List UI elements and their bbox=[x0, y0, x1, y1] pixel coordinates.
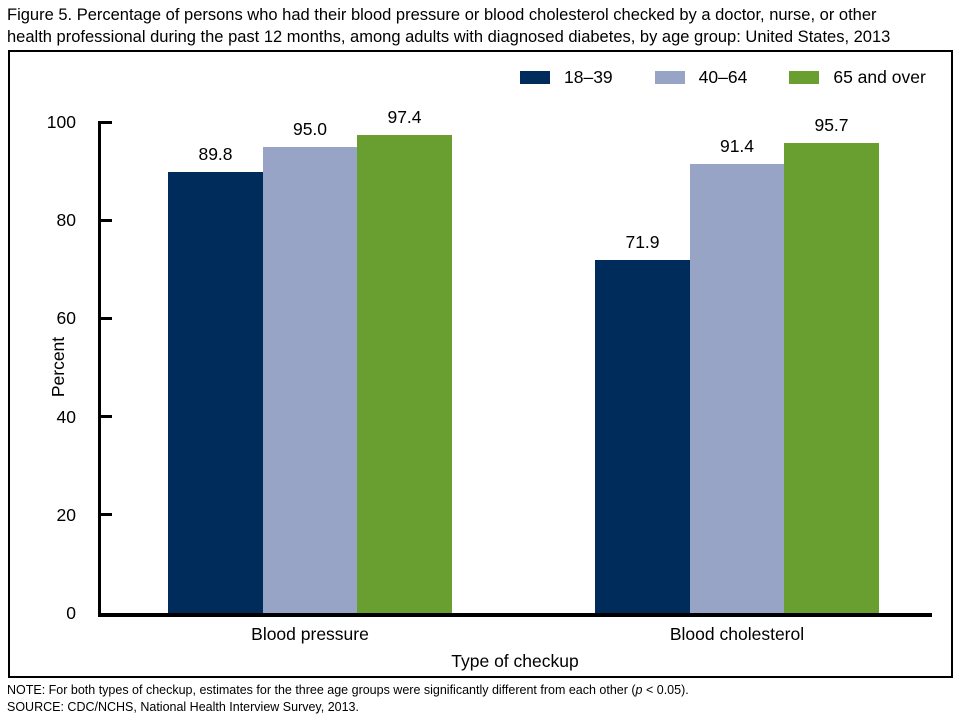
bar-value-label: 71.9 bbox=[625, 231, 660, 252]
figure-source: SOURCE: CDC/NCHS, National Health Interv… bbox=[7, 699, 359, 714]
legend-item: 18–39 bbox=[520, 66, 613, 88]
y-axis-label: Percent bbox=[48, 336, 68, 398]
legend-swatch bbox=[654, 70, 685, 84]
legend-label: 18–39 bbox=[564, 67, 613, 87]
bar bbox=[168, 172, 263, 613]
y-tick bbox=[98, 316, 112, 320]
figure-title-line-2: health professional during the past 12 m… bbox=[7, 27, 891, 46]
plot-area: Percent Type of checkup 0 20 40 60 80 100 89.8… bbox=[10, 52, 951, 676]
bar-value-label: 89.8 bbox=[198, 144, 233, 165]
y-axis-line bbox=[98, 122, 101, 617]
bar-value-label: 97.4 bbox=[387, 106, 422, 127]
figure-title: Figure 5. Percentage of persons who had … bbox=[7, 5, 890, 48]
y-tick bbox=[98, 218, 112, 222]
x-axis-label: Type of checkup bbox=[451, 651, 579, 671]
figure-note: NOTE: For both types of checkup, estimat… bbox=[7, 682, 689, 699]
bar bbox=[595, 259, 690, 613]
x-axis-line bbox=[98, 613, 932, 617]
y-tick bbox=[98, 513, 112, 517]
y-tick-label: 40 bbox=[56, 406, 76, 427]
bar-value-label: 95.0 bbox=[292, 118, 328, 139]
legend-item: 65 and over bbox=[789, 66, 926, 88]
figure-title-line-1: Figure 5. Percentage of persons who had … bbox=[7, 6, 877, 24]
bar bbox=[784, 143, 879, 613]
category-label: Blood pressure bbox=[251, 624, 369, 644]
note-text-suffix: < 0.05). bbox=[642, 683, 689, 697]
chart-legend: 18–39 40–64 65 and over bbox=[520, 66, 926, 88]
y-tick-label: 60 bbox=[56, 308, 76, 329]
legend-swatch bbox=[520, 70, 550, 84]
legend-swatch bbox=[789, 70, 820, 84]
bar bbox=[357, 134, 452, 613]
legend-item: 40–64 bbox=[654, 66, 748, 88]
y-tick-label: 0 bbox=[66, 603, 76, 623]
y-tick-label: 80 bbox=[56, 210, 76, 231]
y-tick bbox=[98, 415, 112, 419]
y-tick bbox=[98, 120, 112, 124]
legend-label: 65 and over bbox=[833, 67, 926, 87]
category-label: Blood cholesterol bbox=[669, 624, 805, 644]
legend-label: 40–64 bbox=[698, 67, 748, 87]
bar bbox=[689, 164, 785, 613]
bar-value-label: 91.4 bbox=[719, 136, 755, 157]
note-text: NOTE: For both types of checkup, estimat… bbox=[7, 683, 636, 697]
y-tick-label: 20 bbox=[56, 504, 76, 525]
chart-frame: 18–39 40–64 65 and over Percent Type of ch… bbox=[8, 50, 953, 678]
figure-footer: NOTE: For both types of checkup, estimat… bbox=[7, 682, 689, 715]
bar bbox=[262, 146, 358, 613]
bar-value-label: 95.7 bbox=[814, 115, 849, 136]
note-p-italic: p bbox=[635, 683, 643, 697]
y-tick-label: 100 bbox=[46, 112, 76, 132]
